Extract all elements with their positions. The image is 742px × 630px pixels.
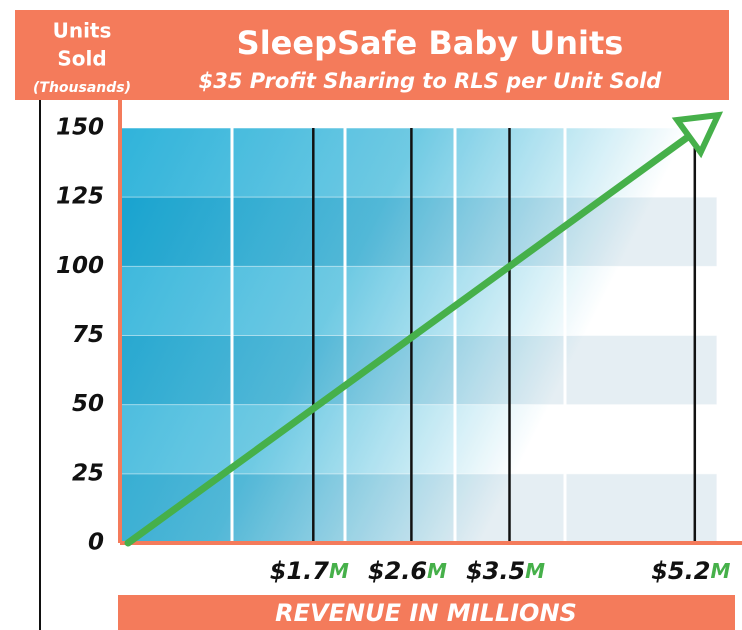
grid-band: [120, 473, 717, 543]
x-tick-value: $1.7: [270, 557, 330, 585]
x-tick-unit: M: [427, 559, 447, 583]
x-tick-label: $3.5M: [466, 557, 545, 585]
grid-band: [120, 128, 717, 198]
x-tick-label: $2.6M: [368, 557, 447, 585]
chart-subtitle: $35 Profit Sharing to RLS per Unit Sold: [199, 69, 663, 93]
y-tick-label: 150: [56, 115, 104, 141]
x-tick-unit: M: [329, 559, 349, 583]
x-tick-unit: M: [710, 559, 730, 583]
y-label: Units: [53, 19, 112, 43]
x-tick-value: $3.5: [466, 557, 525, 585]
header-band: [15, 10, 729, 100]
y-tick-label: 0: [88, 530, 104, 556]
grid-band: [120, 266, 717, 336]
y-tick-label: 75: [72, 322, 104, 348]
line: [124, 124, 704, 547]
y-tick-label: 100: [56, 253, 104, 279]
arrow-head: [671, 111, 724, 159]
x-tick-value: $5.2: [651, 557, 710, 585]
x-tick-label: $5.2M: [651, 557, 730, 585]
chart-title: SleepSafe Baby Units: [237, 24, 624, 62]
y-label: Sold: [57, 47, 106, 71]
grid-band: [120, 404, 717, 474]
x-tick-value: $2.6: [368, 557, 427, 585]
y-tick-label: 125: [56, 184, 104, 210]
x-label-band: [118, 595, 735, 630]
y-tick-label: 25: [72, 460, 104, 486]
x-label: REVENUE IN MILLIONS: [275, 599, 577, 627]
grid-band: [120, 335, 717, 405]
y-label: (Thousands): [33, 80, 131, 96]
x-tick-label: $1.7M: [270, 557, 349, 585]
grid-band: [120, 197, 717, 267]
x-tick-unit: M: [525, 559, 545, 583]
y-tick-label: 50: [72, 391, 104, 417]
